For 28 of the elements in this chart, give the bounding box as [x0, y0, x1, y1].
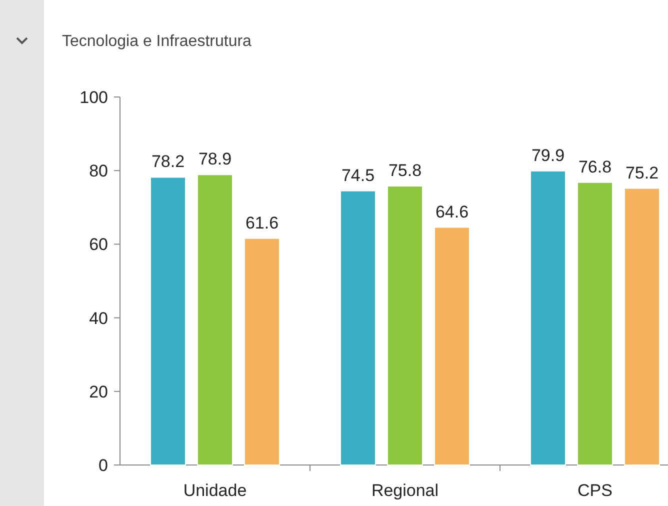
y-tick-label: 100 [80, 88, 108, 107]
y-tick-label: 40 [89, 308, 108, 328]
data-label: 76.8 [578, 157, 612, 176]
data-label: 75.8 [388, 161, 422, 180]
chart-title: Tecnologia e Infraestrutura [62, 33, 252, 50]
y-tick-label: 0 [98, 456, 108, 475]
bar [434, 226, 470, 466]
bar [244, 238, 280, 466]
y-tick-label: 80 [89, 162, 108, 181]
data-label: 78.9 [198, 150, 232, 169]
bar [150, 176, 186, 466]
data-label: 78.2 [151, 152, 185, 172]
bar [197, 174, 233, 466]
x-tick-label: Unidade [183, 481, 247, 500]
y-tick-label: 20 [89, 382, 108, 402]
y-tick-label: 60 [89, 235, 108, 254]
data-label: 79.9 [531, 146, 565, 165]
bar [340, 190, 376, 466]
data-label: 61.6 [245, 213, 279, 232]
bar [577, 182, 613, 466]
bar [530, 170, 566, 466]
x-tick-label: Regional [371, 481, 439, 500]
data-label: 74.5 [341, 166, 375, 185]
data-label: 75.2 [625, 163, 659, 182]
x-tick-label: CPS [578, 481, 612, 500]
data-label: 64.6 [435, 202, 469, 222]
bar [624, 188, 660, 466]
bar [387, 186, 423, 466]
